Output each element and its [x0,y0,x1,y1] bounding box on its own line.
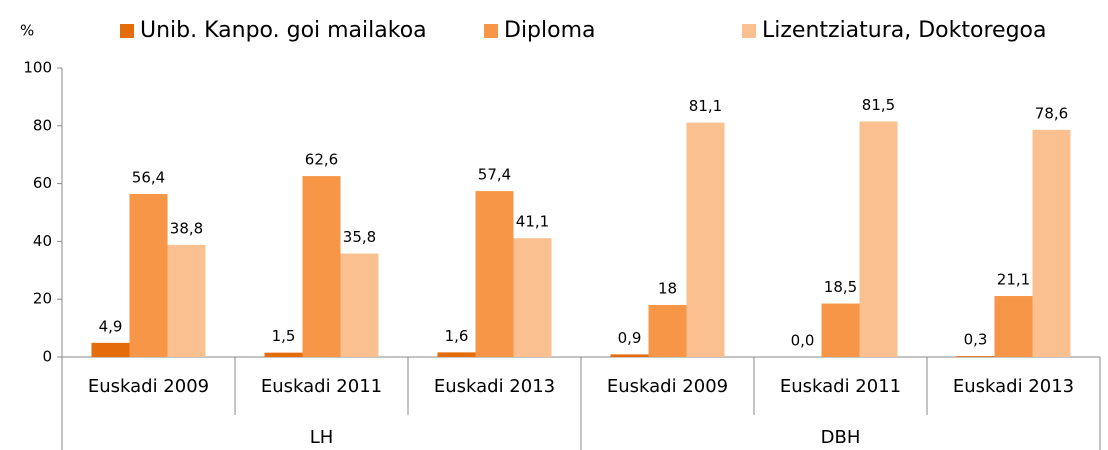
bar [956,356,995,357]
bar [340,253,379,357]
bar [437,352,476,357]
y-axis-label: % [20,22,34,40]
data-label: 4,9 [99,317,123,335]
x-tick-label: Euskadi 2011 [780,376,901,397]
data-label: 81,5 [862,96,895,114]
data-label: 0,9 [618,329,642,347]
data-label: 78,6 [1035,104,1068,122]
bar [1032,129,1071,357]
y-tick-label: 0 [42,348,52,366]
bar [648,304,687,357]
bar [859,121,898,357]
bar [302,176,341,357]
bar [610,354,649,357]
bar [513,238,552,357]
group-label: LH [310,427,334,448]
bar [129,194,168,357]
legend-label: Unib. Kanpo. goi mailakoa [140,18,427,43]
data-label: 0,3 [964,331,988,349]
bar [264,352,303,357]
x-tick-label: Euskadi 2013 [434,376,555,397]
x-tick-label: Euskadi 2009 [88,376,209,397]
bar [821,303,860,357]
data-label: 1,5 [272,327,296,345]
data-label: 38,8 [170,219,203,237]
data-label: 18,5 [824,278,857,296]
data-label: 21,1 [997,271,1030,289]
bar [475,191,514,357]
data-label: 81,1 [689,97,722,115]
bar [167,244,206,357]
y-tick-label: 100 [23,59,52,77]
data-label: 41,1 [516,213,549,231]
legend-label: Diploma [504,18,596,43]
group-label: DBH [821,427,861,448]
data-label: 1,6 [445,327,469,345]
y-tick-label: 80 [33,116,52,134]
bar [994,296,1033,357]
legend-swatch [484,24,498,38]
x-tick-label: Euskadi 2013 [953,376,1074,397]
bar [91,342,130,357]
data-label: 56,4 [132,169,165,187]
x-tick-label: Euskadi 2009 [607,376,728,397]
data-label: 0,0 [791,332,815,350]
legend-label: Lizentziatura, Doktoregoa [762,18,1046,43]
x-tick-label: Euskadi 2011 [261,376,382,397]
y-tick-label: 20 [33,290,52,308]
data-label: 35,8 [343,228,376,246]
legend-swatch [120,24,134,38]
data-label: 18 [658,279,677,297]
y-tick-label: 60 [33,174,52,192]
legend-swatch [742,24,756,38]
data-label: 62,6 [305,151,338,169]
bar [686,122,725,357]
y-tick-label: 40 [33,232,52,250]
data-label: 57,4 [478,166,511,184]
